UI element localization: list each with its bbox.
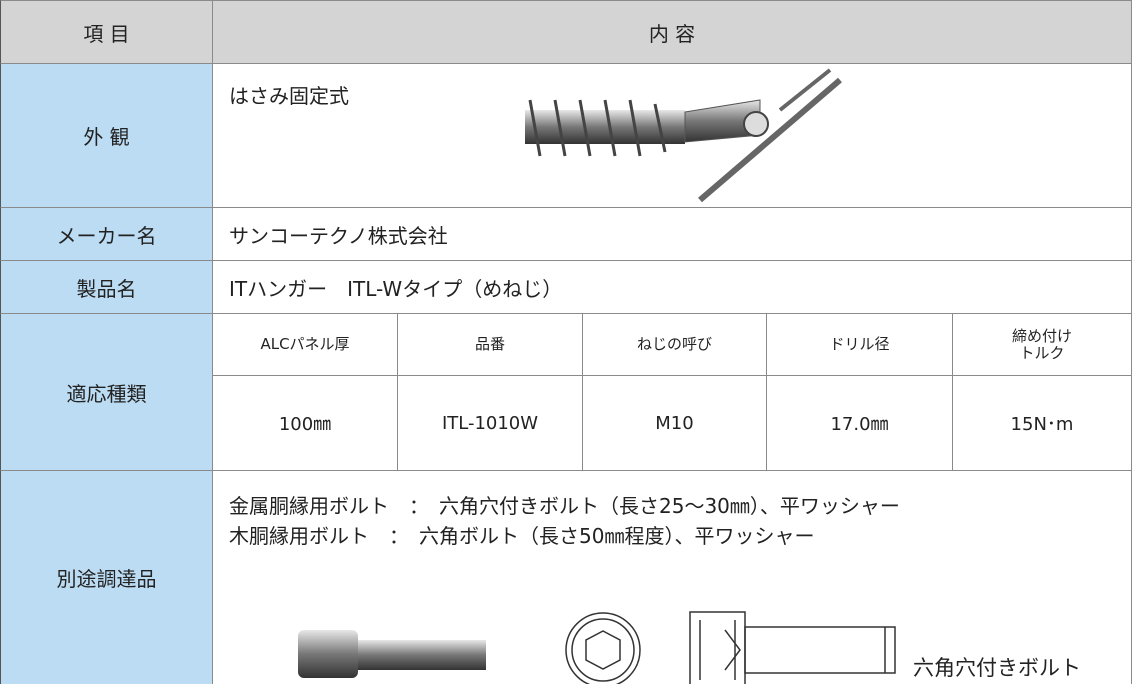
row-label: 製品名 <box>0 261 213 314</box>
sub-header: ALCパネル厚 <box>213 314 398 376</box>
product-text: ITハンガー ITL-Wタイプ（めねじ） <box>213 261 1132 314</box>
bolt-photo <box>298 630 486 678</box>
extras-line: 木胴縁用ボルト ： 六角ボルト（長さ50㎜程度）、平ワッシャー <box>229 524 815 548</box>
header-item: 項 目 <box>0 0 213 64</box>
bolt-top-view <box>565 612 641 684</box>
row-label: メーカー名 <box>0 208 213 261</box>
row-label: 適応種類 <box>0 314 213 471</box>
sub-value: 17.0㎜ <box>767 376 953 471</box>
sub-value: 100㎜ <box>213 376 398 471</box>
maker-text: サンコーテクノ株式会社 <box>213 208 1132 261</box>
sub-value: ITL-1010W <box>398 376 583 471</box>
row-label: 別途調達品 <box>0 471 213 684</box>
anchor-image <box>525 68 842 203</box>
sub-header: ねじの呼び <box>583 314 767 376</box>
figure-caption: 六角穴付きボルト <box>913 656 1081 680</box>
sub-header: ドリル径 <box>767 314 953 376</box>
sub-value: M10 <box>583 376 767 471</box>
extras-line: 金属胴縁用ボルト ： 六角穴付きボルト（長さ25～30㎜）、平ワッシャー <box>229 494 900 518</box>
bolt-side-view <box>689 611 896 684</box>
appearance-text: はさみ固定式 <box>229 84 349 108</box>
sub-header: 品番 <box>398 314 583 376</box>
row-label: 外 観 <box>0 64 213 208</box>
header-content: 内 容 <box>213 0 1132 64</box>
sub-header: 締め付け トルク <box>953 314 1132 376</box>
